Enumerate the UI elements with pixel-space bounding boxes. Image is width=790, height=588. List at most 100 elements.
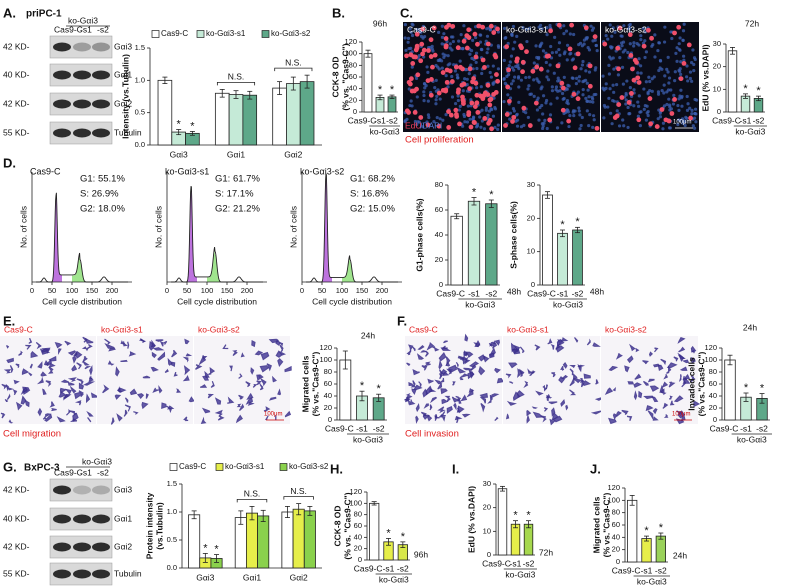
y-axis-label: Migrated cells (300, 355, 310, 412)
dapi-nucleus (594, 43, 598, 48)
legend-swatch (279, 463, 288, 471)
stained-cell (410, 380, 416, 388)
stained-cell (250, 367, 255, 375)
cell-line: BxPC-3 (24, 463, 60, 474)
dapi-nucleus (434, 98, 438, 102)
stained-cell (562, 361, 568, 369)
dapi-nucleus (458, 104, 462, 109)
chart-title: 24h (673, 550, 687, 560)
dapi-nucleus (427, 115, 431, 120)
significance: * (177, 118, 182, 130)
stained-cell (555, 345, 565, 353)
stained-cell (275, 338, 281, 346)
dapi-nucleus (437, 30, 441, 34)
edu-nucleus (485, 92, 491, 98)
phase-area (207, 250, 223, 282)
stained-cell (104, 343, 116, 349)
stained-cell (648, 351, 654, 357)
stained-cell (158, 385, 163, 394)
edu-nucleus (415, 72, 421, 78)
stained-cell (569, 364, 576, 369)
stained-cell (84, 365, 92, 370)
phase-stat: S: 16.8% (350, 189, 389, 200)
significance: * (644, 525, 649, 537)
dapi-nucleus (581, 59, 585, 64)
stained-cell (188, 396, 195, 403)
significance: * (744, 382, 749, 394)
dapi-nucleus (579, 123, 583, 128)
dapi-nucleus (546, 69, 550, 73)
image-title: Cas9-C (4, 324, 33, 334)
x-tick-label: 50 (48, 286, 56, 295)
dapi-nucleus (575, 76, 579, 80)
dapi-nucleus (685, 94, 689, 99)
dapi-nucleus (468, 117, 472, 121)
x-axis-label: Cell cycle distribution (312, 296, 392, 306)
stained-cell (678, 374, 682, 383)
dapi-nucleus (620, 44, 624, 48)
stained-cell (229, 365, 233, 372)
dapi-nucleus (485, 51, 489, 55)
stained-cell (0, 412, 6, 419)
stained-cell (448, 364, 458, 373)
stained-cell (6, 357, 14, 364)
stained-cell (152, 387, 161, 394)
dapi-nucleus (624, 102, 628, 106)
y-tick-label: 40 (709, 391, 717, 400)
dapi-nucleus (572, 32, 576, 37)
dapi-nucleus (453, 69, 457, 73)
legend-label: Cas9-C (161, 29, 188, 38)
stained-cell (78, 390, 84, 398)
dapi-nucleus (586, 88, 590, 92)
dapi-nucleus (426, 70, 430, 74)
edu-nucleus (495, 26, 500, 32)
dapi-nucleus (632, 104, 636, 108)
significance: * (386, 527, 391, 539)
significance: * (378, 84, 383, 96)
stained-cell (151, 351, 157, 359)
edu-nucleus (666, 118, 672, 124)
dapi-nucleus (651, 42, 655, 47)
bar (467, 200, 481, 286)
stained-cell (195, 364, 203, 370)
dapi-nucleus (480, 119, 484, 123)
dapi-nucleus (545, 33, 549, 37)
dapi-nucleus (404, 48, 408, 52)
edu-nucleus (488, 23, 494, 29)
significance: * (203, 542, 208, 554)
stained-cell (526, 409, 532, 417)
dapi-nucleus (446, 85, 450, 89)
y-tick-label: 1.0 (135, 75, 145, 84)
ko-group: ko-Gαi3 (68, 15, 98, 25)
bar (303, 510, 316, 569)
edu-nucleus (404, 53, 409, 59)
protein-name: Tubulin (114, 127, 142, 137)
edu-nucleus (506, 67, 512, 73)
dapi-nucleus (475, 86, 479, 90)
edu-nucleus (420, 51, 425, 57)
stained-cell (678, 354, 685, 362)
dapi-nucleus (509, 82, 514, 86)
dapi-nucleus (502, 26, 507, 31)
stained-cell (9, 365, 14, 373)
stained-cell (409, 399, 416, 406)
significance: * (360, 380, 365, 392)
dapi-nucleus (571, 76, 575, 80)
size-marker: 40 KD- (3, 69, 30, 79)
stained-cell (20, 387, 28, 395)
dapi-nucleus (456, 76, 460, 80)
dapi-nucleus (438, 97, 442, 101)
stained-cell (440, 377, 445, 383)
y-tick-label: 120 (344, 37, 357, 46)
stained-cell (477, 354, 486, 362)
stained-cell (284, 410, 292, 418)
dapi-nucleus (545, 26, 549, 30)
blot-band (53, 485, 71, 495)
dapi-nucleus (657, 68, 661, 73)
stained-cell (208, 367, 216, 376)
bar (572, 229, 583, 286)
edu-nucleus (654, 124, 660, 129)
bar (257, 515, 270, 569)
stained-cell (470, 364, 477, 372)
edu-nucleus (468, 124, 474, 130)
